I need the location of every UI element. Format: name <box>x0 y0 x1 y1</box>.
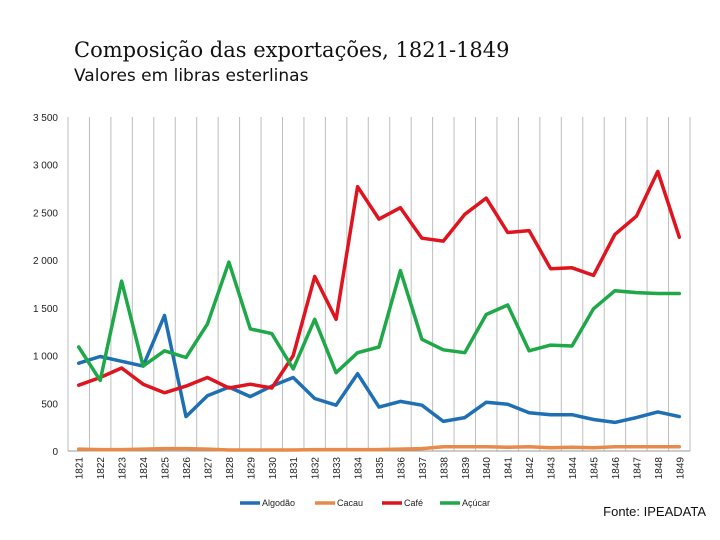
x-tick-label: 1837 <box>418 457 429 480</box>
y-tick-label: 500 <box>41 399 58 410</box>
x-tick-label: 1822 <box>96 457 107 480</box>
y-tick-label: 1 000 <box>33 352 58 363</box>
x-tick-label: 1838 <box>439 457 450 480</box>
x-tick-label: 1826 <box>182 457 193 480</box>
chart-title: Composição das exportações, 1821-1849 <box>74 38 510 62</box>
x-tick-label: 1834 <box>354 457 365 480</box>
x-tick-label: 1830 <box>268 457 279 480</box>
y-tick-label: 2 000 <box>33 256 58 267</box>
x-tick-label: 1821 <box>75 457 86 480</box>
x-tick-label: 1847 <box>632 457 643 480</box>
x-tick-label: 1824 <box>139 457 150 480</box>
x-tick-label: 1831 <box>289 457 300 480</box>
x-tick-label: 1833 <box>332 457 343 480</box>
y-axis-ticks: 0 500 1 000 1 500 2 000 2 500 3 000 3 500 <box>33 113 58 458</box>
x-tick-label: 1846 <box>611 457 622 480</box>
y-tick-label: 3 500 <box>33 113 58 124</box>
legend-label: Algodão <box>262 498 295 508</box>
y-tick-label: 2 500 <box>33 208 58 219</box>
legend-label: Café <box>404 498 423 508</box>
y-tick-label: 3 000 <box>33 161 58 172</box>
x-tick-label: 1845 <box>589 457 600 480</box>
x-tick-label: 1832 <box>311 457 322 480</box>
x-tick-label: 1828 <box>225 457 236 480</box>
grid-lines <box>67 117 691 452</box>
series-line-algodão <box>76 313 682 425</box>
x-tick-label: 1844 <box>568 457 579 480</box>
x-tick-label: 1839 <box>461 457 472 480</box>
x-tick-label: 1829 <box>246 457 257 480</box>
x-tick-label: 1842 <box>525 457 536 480</box>
x-tick-label: 1823 <box>118 457 129 480</box>
x-tick-label: 1840 <box>482 457 493 480</box>
series-line-açúcar <box>76 260 682 383</box>
x-tick-label: 1849 <box>675 457 686 480</box>
legend: Algodão Cacau Café Açúcar <box>240 498 490 508</box>
legend-label: Açúcar <box>462 498 490 508</box>
x-tick-label: 1848 <box>654 457 665 480</box>
series-line-cacau <box>76 444 682 452</box>
x-tick-label: 1841 <box>504 457 515 480</box>
y-tick-label: 1 500 <box>33 304 58 315</box>
y-tick-label: 0 <box>52 447 58 458</box>
x-tick-label: 1825 <box>161 457 172 480</box>
chart-source: Fonte: IPEADATA <box>603 504 706 519</box>
series-lines <box>76 169 682 452</box>
series-line-café <box>76 169 682 395</box>
legend-label: Cacau <box>337 498 363 508</box>
x-axis-ticks: 1821 1822 1823 1824 1825 1826 1827 1828 1829 1830… <box>75 457 687 480</box>
x-tick-label: 1835 <box>375 457 386 480</box>
x-tick-label: 1843 <box>547 457 558 480</box>
x-tick-label: 1836 <box>396 457 407 480</box>
x-tick-label: 1827 <box>203 457 214 480</box>
chart-subtitle: Valores em libras esterlinas <box>74 66 309 86</box>
